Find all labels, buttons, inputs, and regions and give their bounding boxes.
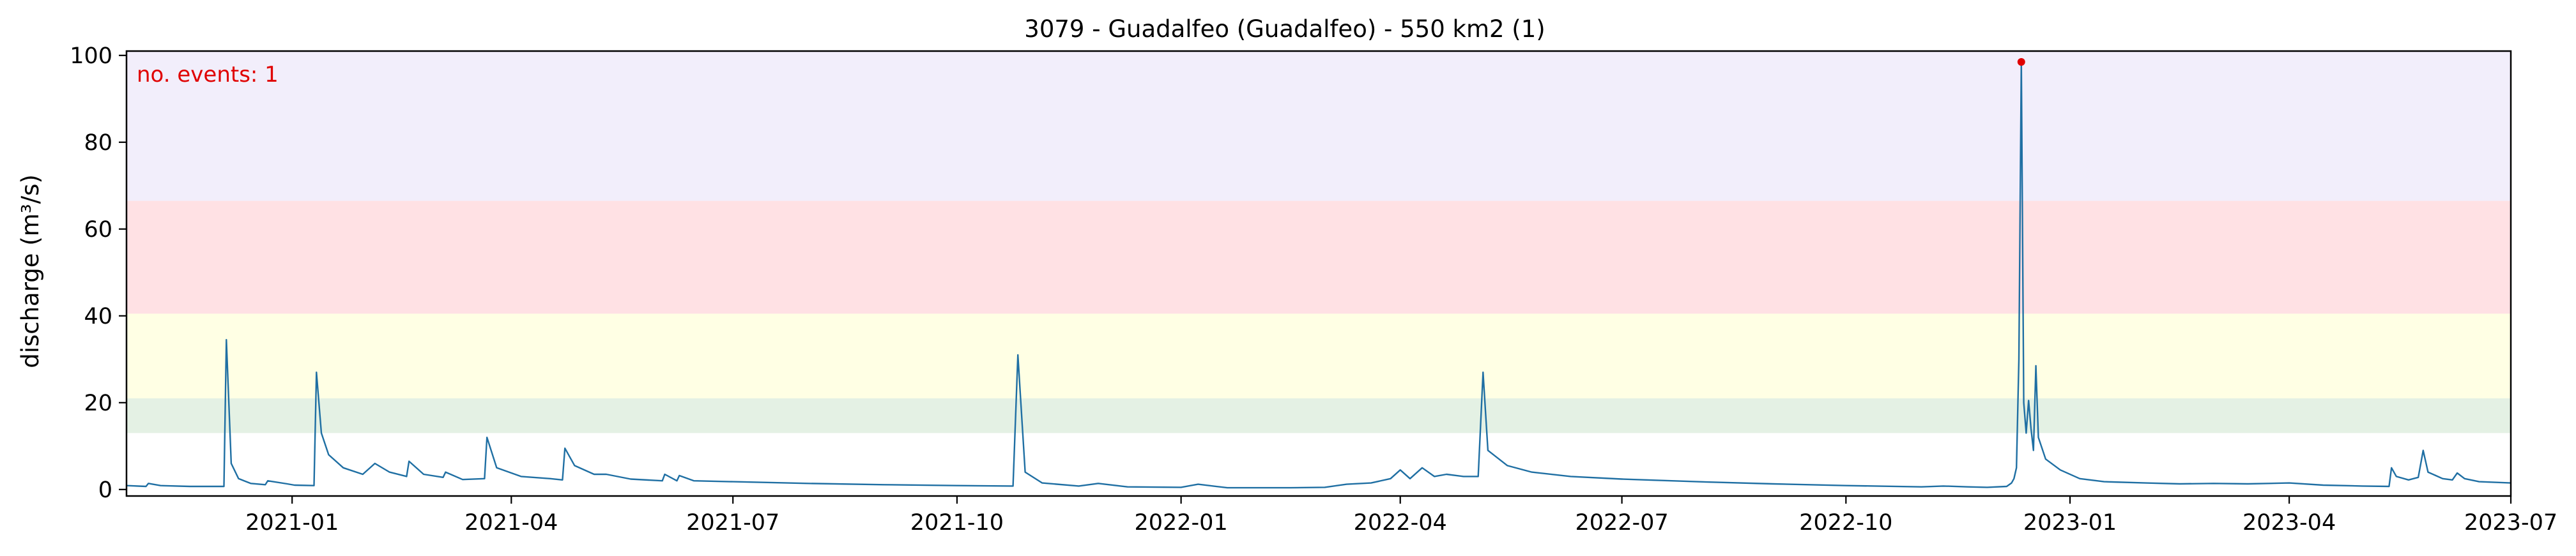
threshold-bands [126,51,2511,433]
x-tick-label-2023-01: 2023-01 [2023,510,2117,536]
threshold-band-4 [126,51,2511,201]
events-annotation: no. events: 1 [137,62,279,87]
y-tick-label-80: 80 [84,130,112,156]
threshold-band-2 [126,313,2511,398]
y-axis-label: discharge (m³/s) [17,174,44,368]
x-tick-label-2022-01: 2022-01 [1134,510,1227,536]
x-tick-label-2021-01: 2021-01 [245,510,339,536]
threshold-band-3 [126,200,2511,314]
y-tick-label-20: 20 [84,391,112,416]
y-tick-label-60: 60 [84,217,112,243]
x-tick-label-2023-07: 2023-07 [2464,510,2557,536]
x-tick-label-2023-04: 2023-04 [2242,510,2336,536]
chart-title: 3079 - Guadalfeo (Guadalfeo) - 550 km2 (… [1024,15,1545,43]
y-tick-label-100: 100 [70,43,112,69]
x-tick-label-2022-04: 2022-04 [1354,510,1447,536]
x-tick-label-2022-10: 2022-10 [1799,510,1892,536]
y-tick-label-40: 40 [84,304,112,329]
x-tick-label-2022-07: 2022-07 [1575,510,1668,536]
discharge-series-line [126,61,2511,489]
x-tick-label-2021-07: 2021-07 [686,510,779,536]
x-tick-label-2021-04: 2021-04 [464,510,558,536]
y-tick-label-0: 0 [98,477,112,503]
x-tick-label-2021-10: 2021-10 [910,510,1004,536]
plot-frame [125,50,2512,497]
event-marker [2017,58,2025,66]
axis-ticks: 0 20 40 60 80 100 2021-01 2021-04 2021-07 2021-10… [70,43,2557,536]
threshold-band-1 [126,398,2511,433]
